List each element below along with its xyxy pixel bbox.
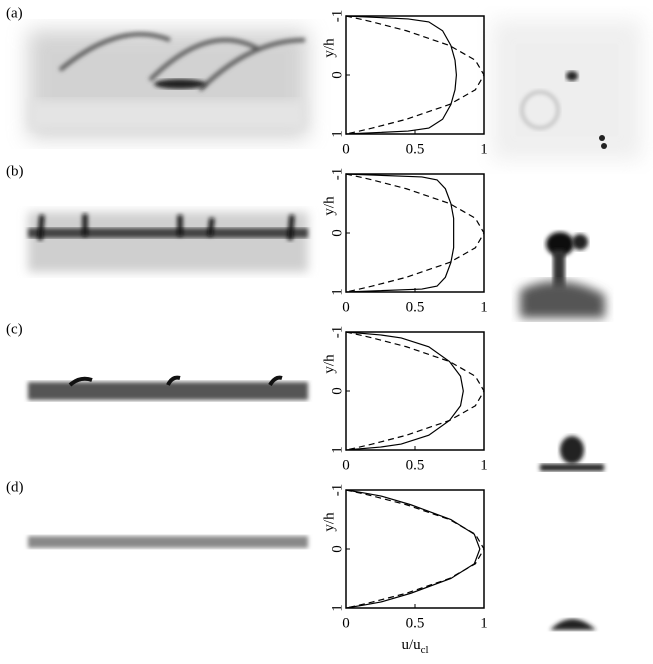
x-tick-label: 0.5 xyxy=(406,299,425,315)
profile-line xyxy=(346,174,484,292)
x-tick-label: 0.5 xyxy=(406,615,425,631)
panel-label: (a) xyxy=(6,5,23,21)
x-tick-label: 0 xyxy=(342,141,350,157)
profile-line xyxy=(346,490,480,608)
y-tick-label: -1 xyxy=(329,484,345,497)
y-tick-label: 0 xyxy=(329,387,345,395)
x-tick-label: 0.5 xyxy=(406,141,425,157)
panel-label: (c) xyxy=(6,321,23,337)
x-tick-label: 0 xyxy=(342,299,350,315)
y-tick-label: 1 xyxy=(329,130,345,138)
profile-line xyxy=(346,174,454,292)
cross-section-image xyxy=(540,436,604,471)
flow-image xyxy=(28,212,308,272)
x-axis-label: u/ucl xyxy=(401,637,428,655)
x-tick-label: 0.5 xyxy=(406,457,425,473)
y-tick-label: 1 xyxy=(329,604,345,612)
y-axis-label: y/h xyxy=(321,354,337,374)
panel-label: (b) xyxy=(6,163,24,179)
x-axis-label-main: u/u xyxy=(401,637,421,653)
x-tick-label: 0 xyxy=(342,457,350,473)
x-tick-label: 1 xyxy=(480,299,488,315)
profile-line xyxy=(346,332,463,450)
y-axis-label: y/h xyxy=(321,38,337,58)
y-tick-label: -1 xyxy=(329,168,345,181)
panel-label: (d) xyxy=(6,479,24,495)
y-tick-label: 1 xyxy=(329,288,345,296)
page: (a) 0 0.5 1 -1 0 1 y/h (b) 0 0.5 1 -1 0 1 y/h (c) 0 0.5 1 -1… xyxy=(0,0,653,664)
cross-section-image xyxy=(550,619,596,630)
y-tick-label: -1 xyxy=(329,326,345,339)
x-tick-label: 1 xyxy=(480,457,488,473)
x-tick-label: 1 xyxy=(480,141,488,157)
y-axis-label: y/h xyxy=(321,512,337,532)
y-tick-label: 1 xyxy=(329,446,345,454)
figure: (a) 0 0.5 1 -1 0 1 y/h (b) 0 0.5 1 -1 0 1 y/h (c) 0 0.5 1 -1… xyxy=(0,0,653,664)
profile-line xyxy=(346,490,484,608)
y-tick-label: 0 xyxy=(329,71,345,79)
flow-image xyxy=(28,378,308,400)
flow-image xyxy=(28,30,308,138)
flow-image xyxy=(28,536,308,548)
profile-line xyxy=(346,16,484,134)
profile-line xyxy=(346,16,456,134)
x-axis-label-sub: cl xyxy=(421,644,429,656)
y-tick-label: 0 xyxy=(329,229,345,237)
y-tick-label: -1 xyxy=(329,10,345,23)
x-tick-label: 0 xyxy=(342,615,350,631)
y-tick-label: 0 xyxy=(329,545,345,553)
y-axis-label: y/h xyxy=(321,196,337,216)
cross-section-image xyxy=(520,232,605,318)
x-tick-label: 1 xyxy=(480,615,488,631)
cross-section-image xyxy=(492,20,642,160)
